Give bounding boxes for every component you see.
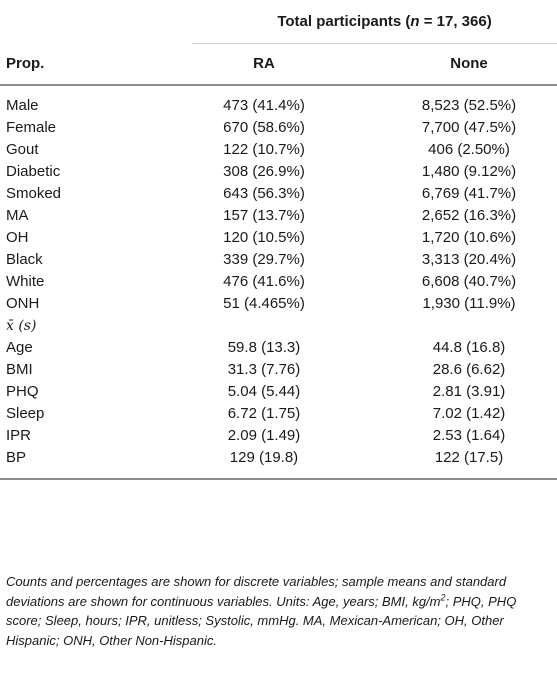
table-row: Female 670 (58.6%) 7,700 (47.5%)	[0, 117, 557, 139]
ra-value: 308 (26.9%)	[223, 163, 305, 180]
row-label: PHQ	[6, 383, 39, 400]
table-row: ONH 51 (4.465%) 1,930 (11.9%)	[0, 293, 557, 315]
ra-value: 6.72 (1.75)	[227, 405, 301, 422]
none-value: 406 (2.50%)	[428, 141, 510, 158]
ra-value: 122 (10.7%)	[223, 141, 305, 158]
row-label: BP	[6, 449, 27, 466]
row-label: MA	[6, 207, 29, 224]
table-row: MA 157 (13.7%) 2,652 (16.3%)	[0, 205, 557, 227]
section-header-row: x̄ (s)	[0, 315, 557, 337]
none-value: 1,720 (10.6%)	[421, 229, 517, 246]
ra-value: 2.09 (1.49)	[227, 427, 301, 444]
table-row: White 476 (41.6%) 6,608 (40.7%)	[0, 271, 557, 293]
table-row: IPR 2.09 (1.49) 2.53 (1.64)	[0, 425, 557, 447]
ra-value: 51 (4.465%)	[223, 295, 305, 312]
group-header-title: Total participants (n = 17, 366)	[192, 0, 557, 44]
table-row: BMI 31.3 (7.76) 28.6 (6.62)	[0, 359, 557, 381]
column-header-row: Prop. RA None	[0, 43, 557, 86]
none-value: 2,652 (16.3%)	[421, 207, 517, 224]
ra-value: 129 (19.8)	[229, 449, 299, 466]
group-header-n-symbol: n	[410, 12, 420, 30]
row-label: IPR	[6, 427, 32, 444]
table-row: Male 473 (41.4%) 8,523 (52.5%)	[0, 95, 557, 117]
row-label: White	[6, 273, 45, 290]
none-value: 7,700 (47.5%)	[421, 119, 517, 136]
table-row: Black 339 (29.7%) 3,313 (20.4%)	[0, 249, 557, 271]
none-value: 8,523 (52.5%)	[421, 97, 517, 114]
footnote-superscript: 2	[440, 592, 446, 603]
row-label: Gout	[6, 141, 39, 158]
none-value: 7.02 (1.42)	[432, 405, 506, 422]
column-header-none: None	[336, 43, 557, 86]
participants-table: Total participants (n = 17, 366) Prop. R…	[0, 0, 557, 480]
group-header-suffix: = 17, 366)	[419, 12, 492, 30]
ra-value: 476 (41.6%)	[223, 273, 305, 290]
table-row: Smoked 643 (56.3%) 6,769 (41.7%)	[0, 183, 557, 205]
ra-value: 31.3 (7.76)	[227, 361, 301, 378]
ra-value: 157 (13.7%)	[223, 207, 305, 224]
group-header-prefix: Total participants (	[277, 12, 411, 30]
none-value: 122 (17.5)	[434, 449, 504, 466]
table-row: OH 120 (10.5%) 1,720 (10.6%)	[0, 227, 557, 249]
table-row: BP 129 (19.8) 122 (17.5)	[0, 447, 557, 469]
column-header-ra: RA	[192, 43, 336, 86]
row-label: Sleep	[6, 405, 45, 422]
table-row: Diabetic 308 (26.9%) 1,480 (9.12%)	[0, 161, 557, 183]
table-row: Sleep 6.72 (1.75) 7.02 (1.42)	[0, 403, 557, 425]
row-label: OH	[6, 229, 29, 246]
row-label: Age	[6, 339, 33, 356]
table-footnote: Counts and percentages are shown for dis…	[6, 572, 554, 650]
row-label: Smoked	[6, 185, 62, 202]
row-label: Diabetic	[6, 163, 61, 180]
row-label: Female	[6, 119, 57, 136]
none-value: 2.81 (3.91)	[432, 383, 506, 400]
row-label: Male	[6, 97, 39, 114]
group-header-empty-cell	[0, 0, 192, 44]
none-value: 28.6 (6.62)	[432, 361, 506, 378]
ra-value: 643 (56.3%)	[223, 185, 305, 202]
group-header-row: Total participants (n = 17, 366)	[0, 0, 557, 44]
none-value: 1,480 (9.12%)	[421, 163, 517, 180]
ra-value: 670 (58.6%)	[223, 119, 305, 136]
none-value: 1,930 (11.9%)	[422, 295, 516, 312]
row-label: Black	[6, 251, 43, 268]
table-row: Age 59.8 (13.3) 44.8 (16.8)	[0, 337, 557, 359]
column-header-prop: Prop.	[0, 43, 192, 86]
none-value: 6,769 (41.7%)	[421, 185, 517, 202]
row-label: ONH	[6, 295, 40, 312]
row-label: BMI	[6, 361, 33, 378]
table-row: Gout 122 (10.7%) 406 (2.50%)	[0, 139, 557, 161]
ra-value: 5.04 (5.44)	[227, 383, 301, 400]
footnote-text-main: Counts and percentages are shown for dis…	[6, 574, 507, 609]
none-value: 3,313 (20.4%)	[421, 251, 517, 268]
ra-value: 120 (10.5%)	[223, 229, 305, 246]
ra-value: 59.8 (13.3)	[227, 339, 301, 356]
none-value: 2.53 (1.64)	[432, 427, 506, 444]
table-row: PHQ 5.04 (5.44) 2.81 (3.91)	[0, 381, 557, 403]
none-value: 6,608 (40.7%)	[421, 273, 517, 290]
none-value: 44.8 (16.8)	[432, 339, 506, 356]
participants-table-container: Total participants (n = 17, 366) Prop. R…	[0, 0, 557, 480]
ra-value: 473 (41.4%)	[223, 97, 305, 114]
footnote-text-rest: ; PHQ, PHQ score; Sleep, hours; IPR, uni…	[6, 593, 517, 648]
ra-value: 339 (29.7%)	[223, 251, 305, 268]
section-label-mean-sd: x̄ (s)	[6, 318, 37, 334]
